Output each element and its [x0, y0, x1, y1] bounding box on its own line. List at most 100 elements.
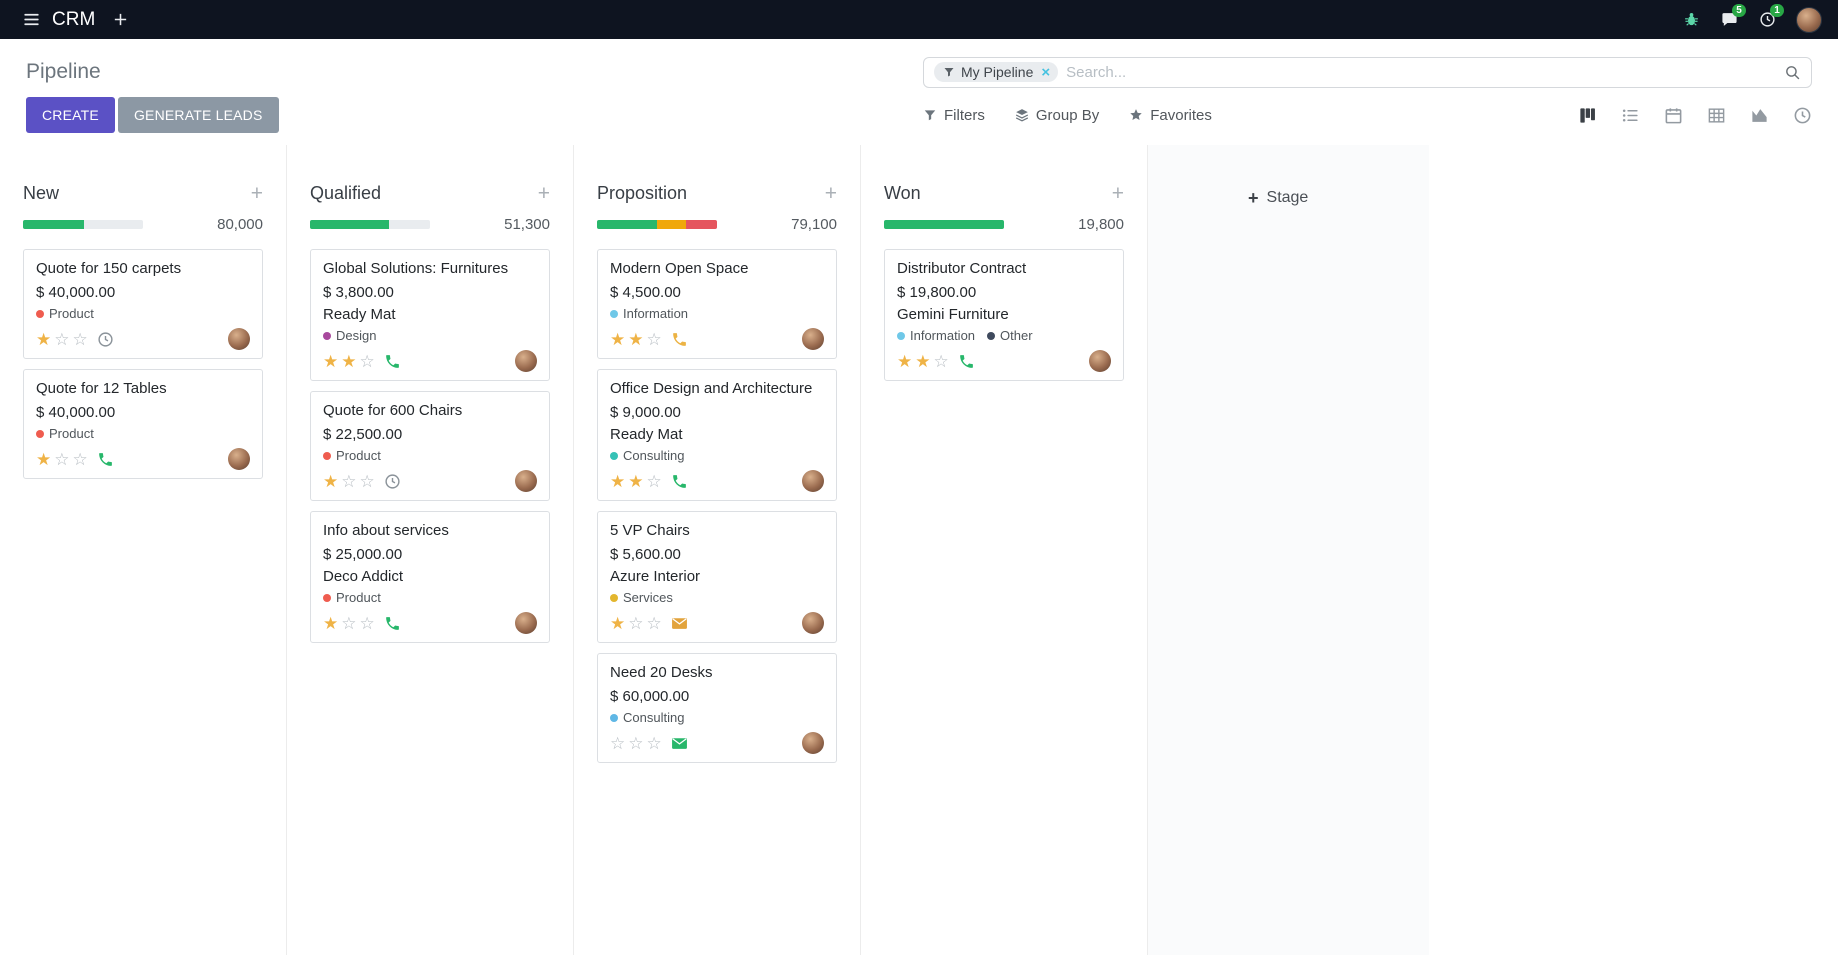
kanban-column: Qualified + 51,300 Global Solutions: Fur…	[287, 145, 574, 955]
card-tag: Product	[323, 448, 381, 463]
star-icon[interactable]: ☆	[359, 613, 375, 633]
column-progressbar[interactable]	[310, 220, 430, 229]
star-icon[interactable]: ☆	[933, 351, 949, 371]
phone-icon[interactable]	[958, 353, 975, 370]
progress-segment[interactable]	[884, 220, 1004, 229]
star-icon[interactable]: ☆	[54, 329, 70, 349]
star-icon[interactable]: ☆	[341, 471, 357, 491]
debug-bug-icon[interactable]	[1676, 5, 1706, 35]
star-icon[interactable]: ★	[628, 471, 644, 491]
star-icon[interactable]: ★	[610, 613, 626, 633]
progress-segment[interactable]	[310, 220, 390, 229]
facet-remove-icon[interactable]: ×	[1041, 63, 1051, 81]
card-stars: ★ ☆ ☆	[323, 473, 375, 490]
phone-icon[interactable]	[671, 331, 688, 348]
phone-icon[interactable]	[384, 615, 401, 632]
kanban-card[interactable]: Global Solutions: Furnitures $ 3,800.00 …	[310, 249, 550, 381]
progress-segment[interactable]	[597, 220, 657, 229]
progress-segment[interactable]	[685, 220, 717, 229]
view-switch-list-icon[interactable]	[1621, 106, 1640, 125]
column-progressbar[interactable]	[597, 220, 717, 229]
view-switch-kanban-icon[interactable]	[1578, 106, 1597, 125]
clock-icon[interactable]	[97, 331, 114, 348]
star-icon[interactable]: ☆	[646, 613, 662, 633]
view-switch-calendar-icon[interactable]	[1664, 106, 1683, 125]
filters-label: Filters	[944, 106, 985, 124]
star-icon[interactable]: ☆	[72, 329, 88, 349]
column-add-icon[interactable]: +	[537, 182, 550, 205]
add-menu-icon[interactable]	[105, 5, 135, 35]
kanban-card[interactable]: Need 20 Desks $ 60,000.00 Consulting ☆ ☆ ☆	[597, 653, 837, 763]
star-icon[interactable]: ☆	[646, 329, 662, 349]
star-icon[interactable]: ★	[323, 613, 339, 633]
star-icon[interactable]: ★	[915, 351, 931, 371]
star-icon[interactable]: ★	[897, 351, 913, 371]
star-icon[interactable]: ☆	[646, 471, 662, 491]
search-input[interactable]	[1066, 63, 1776, 81]
column-progressbar[interactable]	[884, 220, 1004, 229]
filters-menu-button[interactable]: Filters	[923, 107, 985, 124]
activities-clock-icon[interactable]: 1	[1752, 3, 1784, 35]
kanban-card[interactable]: Quote for 12 Tables $ 40,000.00 Product …	[23, 369, 263, 479]
star-icon[interactable]: ☆	[628, 733, 644, 753]
apps-menu-icon[interactable]	[16, 5, 46, 35]
column-add-icon[interactable]: +	[1111, 182, 1124, 205]
star-icon[interactable]: ★	[36, 329, 52, 349]
add-stage-button[interactable]: + Stage	[1248, 189, 1308, 207]
view-switch-pivot-icon[interactable]	[1707, 106, 1726, 125]
star-icon[interactable]: ★	[323, 351, 339, 371]
star-icon[interactable]: ☆	[359, 471, 375, 491]
column-add-icon[interactable]: +	[250, 182, 263, 205]
star-icon[interactable]: ☆	[628, 613, 644, 633]
envelope-icon[interactable]	[671, 615, 688, 632]
star-icon[interactable]: ★	[610, 471, 626, 491]
kanban-card[interactable]: 5 VP Chairs $ 5,600.00 Azure Interior Se…	[597, 511, 837, 643]
star-icon[interactable]: ☆	[359, 351, 375, 371]
group-by-menu-button[interactable]: Group By	[1015, 107, 1099, 124]
star-icon[interactable]: ☆	[54, 449, 70, 469]
column-title[interactable]: Won	[884, 183, 921, 203]
tag-color-dot	[610, 593, 618, 602]
progress-segment[interactable]	[657, 220, 686, 229]
view-switch-activity-icon[interactable]	[1793, 106, 1812, 125]
column-add-icon[interactable]: +	[824, 182, 837, 205]
view-switch-graph-icon[interactable]	[1750, 106, 1769, 125]
phone-icon[interactable]	[97, 451, 114, 468]
create-button[interactable]: CREATE	[26, 97, 115, 133]
star-icon[interactable]: ★	[628, 329, 644, 349]
app-name[interactable]: CRM	[52, 8, 96, 30]
progress-segment[interactable]	[23, 220, 85, 229]
star-icon[interactable]: ★	[610, 329, 626, 349]
user-avatar[interactable]	[1796, 6, 1822, 33]
envelope-icon[interactable]	[671, 735, 688, 752]
favorites-menu-button[interactable]: Favorites	[1129, 107, 1212, 124]
star-icon[interactable]: ☆	[341, 613, 357, 633]
generate-leads-button[interactable]: GENERATE LEADS	[117, 97, 279, 133]
card-amount: $ 60,000.00	[610, 688, 690, 705]
kanban-card[interactable]: Quote for 600 Chairs $ 22,500.00 Product…	[310, 391, 550, 501]
card-stars: ★ ★ ☆	[897, 353, 949, 370]
search-bar[interactable]: My Pipeline ×	[923, 56, 1812, 88]
star-icon[interactable]: ☆	[72, 449, 88, 469]
search-icon[interactable]	[1784, 64, 1801, 81]
kanban-card[interactable]: Quote for 150 carpets $ 40,000.00 Produc…	[23, 249, 263, 359]
column-title[interactable]: New	[23, 183, 60, 203]
messages-icon[interactable]: 5	[1714, 3, 1746, 35]
star-icon[interactable]: ★	[323, 471, 339, 491]
star-icon[interactable]: ★	[36, 449, 52, 469]
column-title[interactable]: Proposition	[597, 183, 688, 203]
clock-icon[interactable]	[384, 473, 401, 490]
phone-icon[interactable]	[671, 473, 688, 490]
kanban-card[interactable]: Info about services $ 25,000.00 Deco Add…	[310, 511, 550, 643]
phone-icon[interactable]	[384, 353, 401, 370]
kanban-card[interactable]: Distributor Contract $ 19,800.00 Gemini …	[884, 249, 1124, 381]
star-icon[interactable]: ☆	[610, 733, 626, 753]
systray: 5 1	[1676, 3, 1822, 35]
column-progressbar[interactable]	[23, 220, 143, 229]
card-amount: $ 22,500.00	[323, 426, 403, 443]
column-title[interactable]: Qualified	[310, 183, 382, 203]
star-icon[interactable]: ☆	[646, 733, 662, 753]
kanban-card[interactable]: Office Design and Architecture $ 9,000.0…	[597, 369, 837, 501]
star-icon[interactable]: ★	[341, 351, 357, 371]
kanban-card[interactable]: Modern Open Space $ 4,500.00 Information…	[597, 249, 837, 359]
